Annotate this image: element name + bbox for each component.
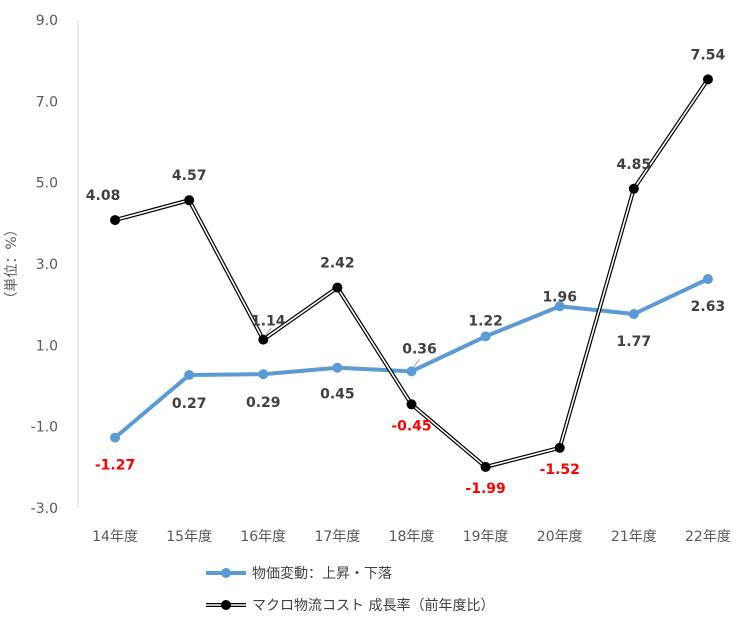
data-label-blue: 0.36: [402, 341, 437, 357]
series-point-blue: [702, 274, 713, 285]
y-tick-label: 3.0: [36, 257, 58, 273]
data-label-black: 1.14: [251, 314, 286, 330]
series-point-black: [184, 195, 195, 206]
series-point-black: [480, 461, 491, 472]
x-tick-label: 17年度: [314, 529, 360, 545]
series-line-blue: [113, 277, 709, 440]
data-label-blue: -1.27: [95, 458, 135, 474]
series-point-blue: [258, 369, 269, 380]
x-tick-label: 21年度: [611, 529, 657, 545]
y-tick-label: 9.0: [36, 13, 58, 29]
x-tick-label: 14年度: [92, 529, 138, 545]
y-axis-title: （単位：%）: [4, 222, 20, 305]
series-point-black: [554, 442, 565, 453]
series-point-blue: [480, 331, 491, 342]
data-label-blue: 0.27: [172, 396, 207, 412]
chart-axes: -3.0 -1.0 1.0 3.0 5.0 7.0 9.0 14年度 15年度 16年度 17年度 1…: [4, 13, 731, 545]
y-tick-label: -3.0: [31, 501, 58, 517]
data-label-black: 4.85: [617, 157, 652, 173]
y-tick-label: 1.0: [36, 338, 58, 354]
series-point-blue: [110, 432, 121, 443]
data-label-blue: 0.45: [320, 387, 355, 403]
series-point-blue: [184, 370, 195, 381]
data-labels: -1.27 0.27 0.29 0.45 0.36 1.22 1.96 1.77 2.63 4.0…: [86, 47, 726, 497]
x-tick-label: 15年度: [166, 529, 212, 545]
data-label-black: -0.45: [391, 418, 431, 434]
x-tick-label: 19年度: [463, 529, 509, 545]
series-point-blue: [406, 366, 417, 377]
data-label-blue: 2.63: [691, 299, 726, 315]
data-label-black: 4.08: [86, 188, 121, 204]
data-label-black: -1.99: [465, 481, 505, 497]
series-point-blue: [628, 309, 639, 320]
series-point-black: [702, 74, 713, 85]
series-blue: [110, 274, 713, 443]
leader-line: [413, 359, 420, 368]
y-tick-label: 5.0: [36, 176, 58, 192]
data-label-black: -1.52: [540, 462, 580, 478]
series-point-black: [258, 334, 269, 345]
data-label-blue: 1.77: [617, 334, 652, 350]
data-label-black: 4.57: [172, 168, 207, 184]
legend-marker-blue: [221, 568, 231, 578]
data-label-blue: 1.22: [468, 313, 503, 329]
leader-line: [264, 327, 272, 336]
series-point-black: [628, 183, 639, 194]
series-point-blue: [332, 362, 343, 373]
series-point-black: [332, 282, 343, 293]
x-tick-label: 22年度: [685, 529, 731, 545]
series-point-blue: [554, 301, 565, 312]
data-label-blue: 1.96: [542, 289, 577, 305]
series-black: [110, 74, 713, 472]
x-tick-label: 18年度: [389, 529, 435, 545]
data-label-blue: 0.29: [246, 395, 281, 411]
x-tick-label: 20年度: [537, 529, 583, 545]
legend-marker-black: [221, 600, 231, 610]
y-tick-label: -1.0: [31, 420, 58, 436]
legend-label-blue: 物価変動：上昇・下落: [252, 565, 392, 582]
y-tick-label: 7.0: [36, 94, 58, 110]
legend-label-black: マクロ物流コスト 成長率（前年度比）: [252, 597, 494, 614]
data-label-black: 7.54: [691, 47, 726, 63]
data-label-black: 2.42: [320, 256, 355, 272]
x-tick-label: 16年度: [240, 529, 286, 545]
series-point-black: [110, 215, 121, 226]
series-point-black: [406, 399, 417, 410]
